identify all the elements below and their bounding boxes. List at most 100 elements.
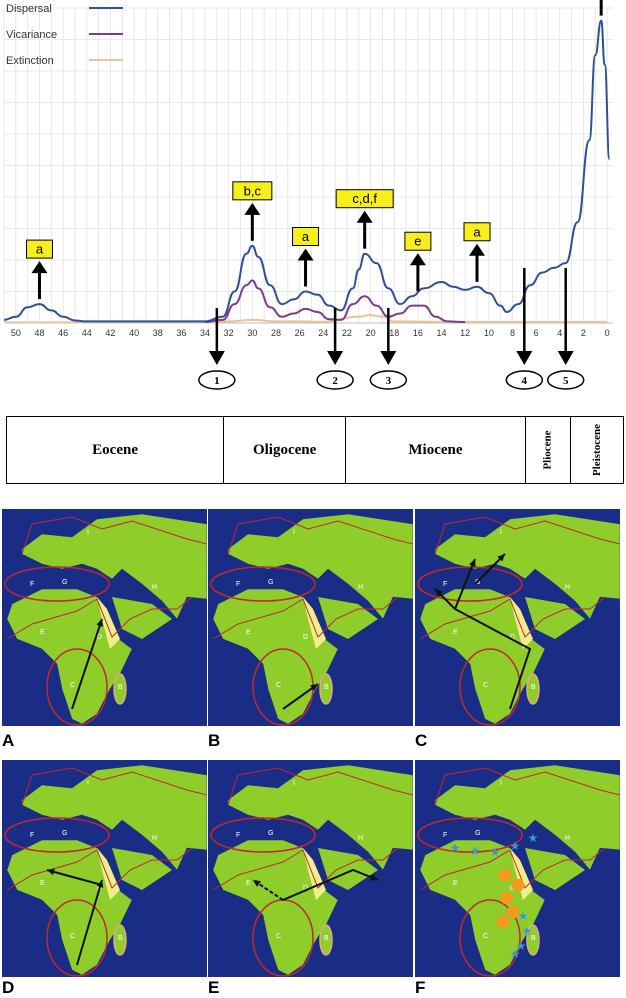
region-boundary-east — [509, 596, 606, 638]
region-label: H — [565, 835, 570, 842]
dispersal-arrow-head — [310, 684, 318, 692]
africa-landmass — [419, 588, 546, 725]
diversification-chart: 50 48 46 44 42 40 38 36 34 32 30 28 26 24 22 20 18 16 14 12… — [3, 0, 613, 390]
region-label: D — [303, 885, 308, 892]
marker-label: 5 — [563, 375, 569, 387]
event-label-box — [232, 181, 273, 201]
madagascar — [319, 924, 333, 956]
x-tick-label: 6 — [534, 328, 539, 338]
panel-letter-c: C — [415, 731, 428, 750]
panel-letter-b: B — [208, 731, 221, 750]
region-boundary-north — [227, 767, 413, 806]
region-label: F — [236, 581, 240, 588]
region-label: E — [246, 629, 251, 636]
region-boundary-mediterranean — [417, 817, 523, 853]
marker-arrow-head — [516, 351, 533, 365]
africa-landmass — [212, 839, 339, 976]
madagascar — [113, 673, 127, 705]
map-panel-b: I F G H E D C B — [208, 509, 413, 726]
marker-label: 2 — [332, 375, 338, 387]
x-tick-label: 50 — [11, 328, 21, 338]
series-line-vicariance — [205, 279, 466, 324]
region-boundary-mediterranean — [417, 566, 523, 602]
madagascar — [526, 924, 540, 956]
region-label: B — [118, 935, 123, 942]
region-label: B — [531, 684, 536, 691]
event-callouts: ab,cac,d,feaa,c — [25, 0, 603, 300]
x-tick-label: 34 — [200, 328, 210, 338]
x-tick-label: 38 — [153, 328, 163, 338]
region-label: B — [324, 935, 329, 942]
region-boundary-south-africa — [459, 648, 521, 726]
epoch-eocene: Eocene — [7, 417, 225, 483]
region-label: I — [500, 780, 502, 787]
x-tick-label: 26 — [295, 328, 305, 338]
series-line-dispersal — [3, 19, 611, 323]
event-label-text: a — [302, 229, 310, 244]
x-tick-label: 4 — [557, 328, 562, 338]
region-label: F — [236, 832, 240, 839]
extinction-hexagon — [500, 891, 514, 905]
region-label: H — [152, 584, 157, 591]
series-line-extinction — [3, 314, 608, 324]
region-label: G — [475, 830, 480, 837]
region-label: C — [276, 933, 281, 940]
dispersal-arrow-head — [435, 589, 443, 597]
region-label: G — [62, 579, 67, 586]
x-tick-label: 40 — [129, 328, 139, 338]
region-label: I — [500, 529, 502, 536]
panel-letter-e: E — [208, 978, 220, 997]
extinction-hexagon — [496, 915, 510, 929]
x-tick-label: 10 — [484, 328, 494, 338]
region-label: F — [443, 581, 447, 588]
vicariance-star: ★ — [510, 947, 521, 961]
x-tick-label: 48 — [34, 328, 44, 338]
region-boundary-east — [302, 847, 399, 889]
epoch-timeline: Eocene Oligocene Miocene Pliocene Pleist… — [6, 416, 624, 484]
arabia-landmass — [525, 597, 585, 639]
x-tick-label: 20 — [366, 328, 376, 338]
dispersal-arrow-head — [96, 619, 104, 627]
x-tick-label: 16 — [413, 328, 423, 338]
panel-letter-d: D — [2, 978, 15, 997]
marker-arrow-head — [327, 351, 344, 365]
region-boundary-north — [21, 767, 207, 806]
map-panel-e: I F G H E D C B — [208, 760, 413, 977]
x-tick-label: 24 — [318, 328, 328, 338]
marker-arrow-head — [380, 351, 397, 365]
region-label: C — [70, 933, 75, 940]
map-panel-a: I F G H E D C B — [2, 509, 207, 726]
marker-arrow-head — [208, 351, 225, 365]
dispersal-arrow-head — [370, 874, 378, 881]
region-boundary-west — [6, 849, 98, 891]
region-boundary-west — [212, 598, 304, 640]
region-label: E — [453, 629, 458, 636]
region-boundary-mediterranean — [4, 817, 110, 853]
eurasia-landmass — [434, 764, 620, 871]
vicariance-star: ★ — [490, 845, 501, 859]
x-tick-label: 44 — [82, 328, 92, 338]
marker-oval — [198, 370, 236, 390]
event-label-box — [404, 231, 432, 251]
coast-highlight — [303, 597, 326, 649]
region-label: B — [118, 684, 123, 691]
region-label: C — [70, 682, 75, 689]
region-label: G — [62, 830, 67, 837]
x-tick-label: 12 — [460, 328, 470, 338]
region-label: C — [483, 682, 488, 689]
africa-landmass — [6, 839, 133, 976]
region-label: D — [97, 634, 102, 641]
x-tick-label: 28 — [271, 328, 281, 338]
arabia-landmass — [112, 848, 172, 890]
region-label: E — [246, 880, 251, 887]
arabia-landmass — [112, 597, 172, 639]
region-boundary-north — [227, 516, 413, 555]
dispersal-arrow — [454, 558, 476, 610]
africa-landmass — [419, 839, 546, 976]
event-label-text: b,c — [244, 183, 262, 198]
legend-label: Vicariance — [6, 29, 57, 41]
legend-label: Dispersal — [6, 3, 52, 15]
event-label-text: a — [36, 242, 44, 257]
